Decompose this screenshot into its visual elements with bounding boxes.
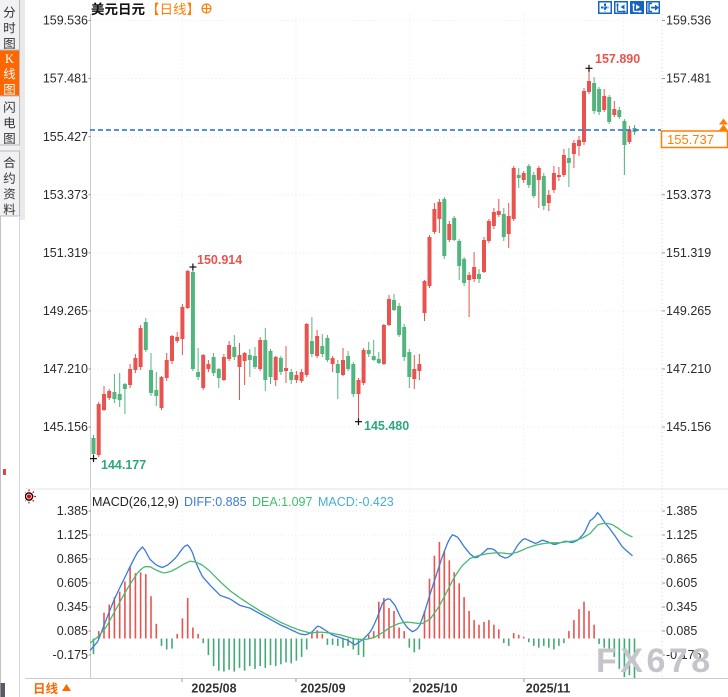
svg-text:2025/10: 2025/10 xyxy=(412,682,457,696)
svg-text:155.737: 155.737 xyxy=(667,132,714,147)
svg-text:159.536: 159.536 xyxy=(43,14,88,28)
svg-text:145.480: 145.480 xyxy=(364,419,409,433)
svg-text:147.210: 147.210 xyxy=(666,362,711,376)
svg-text:MACD(26,12,9): MACD(26,12,9) xyxy=(92,495,179,509)
svg-text:FX678: FX678 xyxy=(596,642,714,680)
svg-text:0.345: 0.345 xyxy=(666,600,697,614)
svg-text:144.177: 144.177 xyxy=(101,458,146,472)
svg-text:2025/11: 2025/11 xyxy=(526,682,571,696)
svg-text:0.605: 0.605 xyxy=(57,576,88,590)
svg-text:157.890: 157.890 xyxy=(595,52,640,66)
svg-text:155.427: 155.427 xyxy=(43,130,88,144)
svg-text:0.345: 0.345 xyxy=(57,600,88,614)
svg-text:0.865: 0.865 xyxy=(666,552,697,566)
svg-text:1.385: 1.385 xyxy=(666,504,697,518)
svg-text:DIFF:0.885: DIFF:0.885 xyxy=(184,495,247,509)
svg-text:157.481: 157.481 xyxy=(666,72,711,86)
svg-text:149.265: 149.265 xyxy=(666,304,711,318)
svg-text:151.319: 151.319 xyxy=(666,246,711,260)
svg-text:DEA:1.097: DEA:1.097 xyxy=(252,495,313,509)
svg-text:145.156: 145.156 xyxy=(666,420,711,434)
svg-text:149.265: 149.265 xyxy=(43,304,88,318)
svg-text:0.085: 0.085 xyxy=(666,624,697,638)
svg-text:151.319: 151.319 xyxy=(43,246,88,260)
svg-text:-0.175: -0.175 xyxy=(666,648,701,662)
svg-text:153.373: 153.373 xyxy=(43,188,88,202)
svg-text:153.373: 153.373 xyxy=(666,188,711,202)
svg-text:159.536: 159.536 xyxy=(666,14,711,28)
svg-text:MACD:-0.423: MACD:-0.423 xyxy=(318,495,394,509)
svg-text:0.605: 0.605 xyxy=(666,576,697,590)
svg-text:0.085: 0.085 xyxy=(57,624,88,638)
svg-text:1.125: 1.125 xyxy=(666,528,697,542)
svg-text:2025/08: 2025/08 xyxy=(191,682,236,696)
svg-text:157.481: 157.481 xyxy=(43,72,88,86)
svg-text:K: K xyxy=(5,52,14,66)
svg-text:1.385: 1.385 xyxy=(57,504,88,518)
svg-text:2025/09: 2025/09 xyxy=(300,682,345,696)
svg-text:1.125: 1.125 xyxy=(57,528,88,542)
svg-text:150.914: 150.914 xyxy=(197,253,242,267)
svg-text:147.210: 147.210 xyxy=(43,362,88,376)
svg-text:0.865: 0.865 xyxy=(57,552,88,566)
svg-text:145.156: 145.156 xyxy=(43,420,88,434)
svg-text:-0.175: -0.175 xyxy=(53,648,88,662)
